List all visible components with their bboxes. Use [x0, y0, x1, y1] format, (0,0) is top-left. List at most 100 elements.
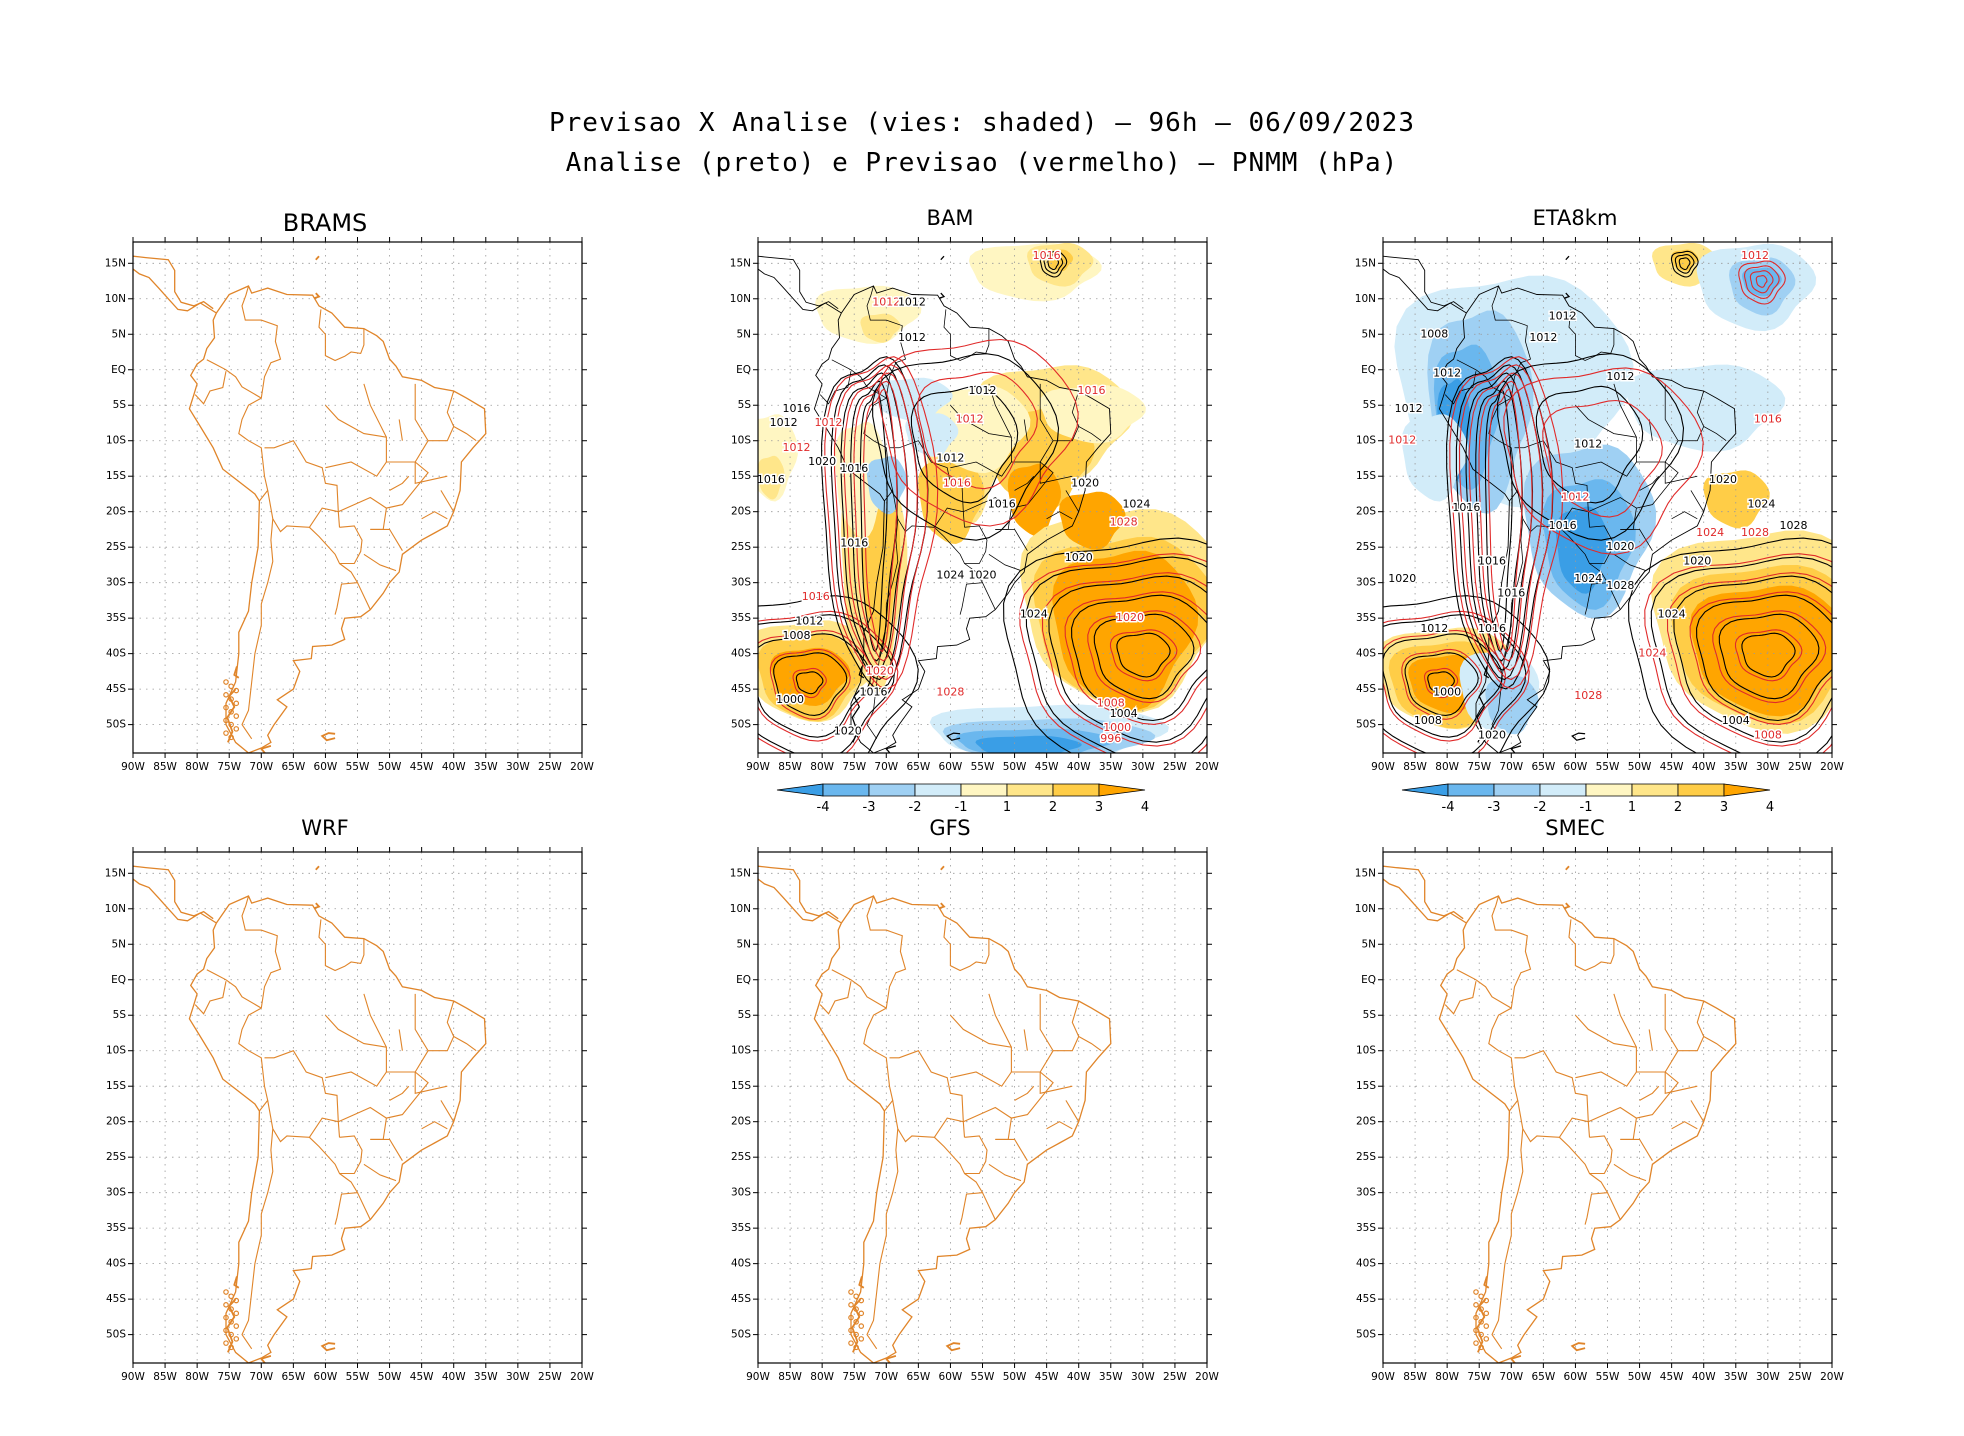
isobar-forecast [1666, 572, 1832, 747]
colorbar-label: 4 [1141, 800, 1149, 815]
isobar-analysis [1674, 254, 1695, 274]
country-border [194, 371, 227, 405]
lat-tick-label: 10S [731, 435, 751, 447]
colorbar-segment-pos4 [1098, 783, 1146, 797]
map-content: 1012 1012 1008 1012 1012 1012 1012 1016 1012 1012… [1383, 242, 1832, 753]
country-border [238, 1007, 269, 1112]
isobar-forecast [1041, 572, 1207, 747]
island-outline [226, 688, 237, 743]
country-border [943, 309, 990, 361]
fjord-island [1478, 1319, 1484, 1325]
lon-tick-label: 75W [842, 761, 866, 773]
country-border [1607, 1192, 1621, 1220]
lat-tick-label: 50S [1356, 1329, 1376, 1341]
isobar-label: 1020 [866, 664, 894, 677]
lon-tick-label: 25W [1788, 1371, 1812, 1383]
country-border [889, 1050, 966, 1138]
isobar-label: 1008 [1414, 714, 1442, 727]
country-border [988, 553, 1022, 571]
lat-tick-label: 10S [731, 1045, 751, 1057]
island-outline [945, 1342, 961, 1352]
lat-tick-label: EQ [1361, 364, 1376, 376]
fjord-island [1478, 1344, 1484, 1351]
lat-tick-label: 45S [731, 1293, 751, 1305]
country-border [1613, 553, 1647, 571]
country-border [866, 285, 906, 399]
fjord-island [228, 1306, 234, 1312]
country-border [324, 1014, 448, 1094]
bias-shade-neg1-12 [1625, 364, 1786, 452]
isobar-label: 1024 [1696, 526, 1724, 539]
country-border [1046, 511, 1073, 520]
lon-tick-label: 85W [778, 1371, 802, 1383]
lat-tick-label: 10S [1356, 435, 1376, 447]
fjord-island [1483, 1297, 1490, 1304]
island-outline [1476, 1298, 1487, 1353]
lon-tick-label: 90W [1371, 761, 1395, 773]
lat-tick-label: 15S [731, 470, 751, 482]
colorbar-segment-neg4 [1401, 783, 1449, 797]
colorbar-segment-pos1 [1585, 783, 1633, 797]
isobar-forecast [917, 371, 1038, 490]
map-frame: 1012 1012 1008 1012 1012 1012 1012 1016 1012 1012… [1355, 237, 1844, 773]
isobar-analysis [1039, 250, 1068, 278]
isobar-analysis [1383, 614, 1527, 753]
fjord-island [1483, 1323, 1490, 1329]
lat-tick-label: 15N [1355, 867, 1376, 879]
lat-tick-label: 50S [106, 1329, 126, 1341]
island-outline [885, 745, 897, 753]
country-border [1584, 1173, 1609, 1225]
lon-tick-label: 60W [1564, 1371, 1588, 1383]
isobar-analysis [1741, 632, 1796, 678]
country-border [1071, 1000, 1102, 1052]
country-border [309, 1135, 363, 1175]
island-outline [851, 1298, 862, 1353]
island-outline [315, 865, 320, 871]
isobar-forecast [1488, 388, 1523, 653]
isobar-forecast [843, 372, 918, 671]
isobar-label: 1008 [782, 629, 810, 642]
isobar-forecast [1755, 275, 1768, 288]
lat-tick-label: 20S [1356, 1116, 1376, 1128]
country-border [1491, 518, 1524, 740]
country-border [238, 397, 269, 502]
isobar-analysis [1497, 353, 1685, 541]
island-outline [939, 292, 946, 299]
country-border [1574, 1014, 1698, 1094]
colorbar-segment-neg3 [1447, 783, 1495, 797]
country-border [1046, 1121, 1073, 1130]
island-outline [1570, 1342, 1586, 1352]
fjord-island [1473, 1314, 1479, 1321]
lat-tick-label: 20S [731, 506, 751, 518]
colorbar-bam: -4 -3 -2 -1 1 2 3 4 [776, 783, 1149, 815]
map-content [758, 852, 1207, 1363]
map-content [1383, 852, 1832, 1363]
isobar-label: 1004 [1110, 707, 1138, 720]
lon-tick-label: 90W [121, 1371, 145, 1383]
map-background [1383, 852, 1832, 1363]
bias-shade-pos2-30 [758, 455, 785, 500]
country-border [1491, 1128, 1524, 1350]
country-border [1664, 383, 1679, 463]
isobar-analysis [1696, 594, 1832, 722]
island-outline [259, 1355, 272, 1363]
lat-tick-label: 40S [731, 1258, 751, 1270]
coastline-south-america [813, 895, 1112, 1363]
fjord-island [223, 1314, 229, 1321]
lat-tick-label: 20S [731, 1116, 751, 1128]
colorbar-label: 4 [1766, 800, 1774, 815]
lon-tick-label: 20W [570, 761, 594, 773]
lat-tick-label: 5S [738, 399, 752, 411]
island-outline [940, 865, 945, 871]
isobar-label: 1020 [1683, 554, 1711, 567]
lon-tick-label: 75W [1467, 761, 1491, 773]
country-border [241, 895, 282, 1009]
fjord-island [228, 721, 234, 728]
coastline-south-america [813, 285, 1112, 753]
lat-tick-label: 45S [106, 1293, 126, 1305]
country-border [1613, 993, 1637, 1048]
panel-bam: BAM 1016 1012 1012 1012 1012 1016 1016 1012 1012… [720, 205, 1220, 773]
isobar-forecast [1449, 356, 1564, 690]
lat-tick-label: 25S [731, 541, 751, 553]
lon-tick-label: 75W [1467, 1371, 1491, 1383]
